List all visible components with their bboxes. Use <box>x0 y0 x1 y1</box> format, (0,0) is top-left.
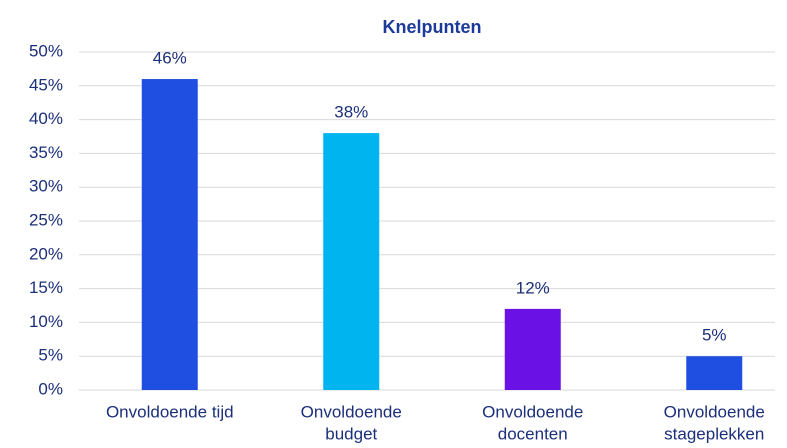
y-tick-label: 15% <box>29 278 63 297</box>
bar <box>141 79 198 390</box>
y-tick-label: 5% <box>38 346 63 365</box>
y-tick-label: 30% <box>29 177 63 196</box>
y-tick-label: 10% <box>29 312 63 331</box>
data-label: 12% <box>516 278 550 297</box>
y-tick-label: 0% <box>38 379 63 398</box>
x-tick-label: budget <box>325 424 377 443</box>
data-label: 38% <box>334 103 368 122</box>
y-tick-label: 40% <box>29 109 63 128</box>
x-tick-label: docenten <box>498 424 568 443</box>
chart-title: Knelpunten <box>383 17 482 37</box>
y-tick-label: 25% <box>29 210 63 229</box>
data-label: 46% <box>153 49 187 68</box>
x-tick-label: Onvoldoende tijd <box>106 402 234 421</box>
x-tick-label: Onvoldoende <box>482 402 583 421</box>
bar <box>323 133 380 390</box>
bar <box>686 356 743 390</box>
y-tick-label: 35% <box>29 143 63 162</box>
y-tick-label: 45% <box>29 75 63 94</box>
y-tick-label: 50% <box>29 41 63 60</box>
y-tick-label: 20% <box>29 244 63 263</box>
data-label: 5% <box>702 326 727 345</box>
bar <box>504 308 561 390</box>
x-tick-label: stageplekken <box>664 424 764 443</box>
x-tick-label: Onvoldoende <box>664 402 765 421</box>
x-tick-label: Onvoldoende <box>301 402 402 421</box>
